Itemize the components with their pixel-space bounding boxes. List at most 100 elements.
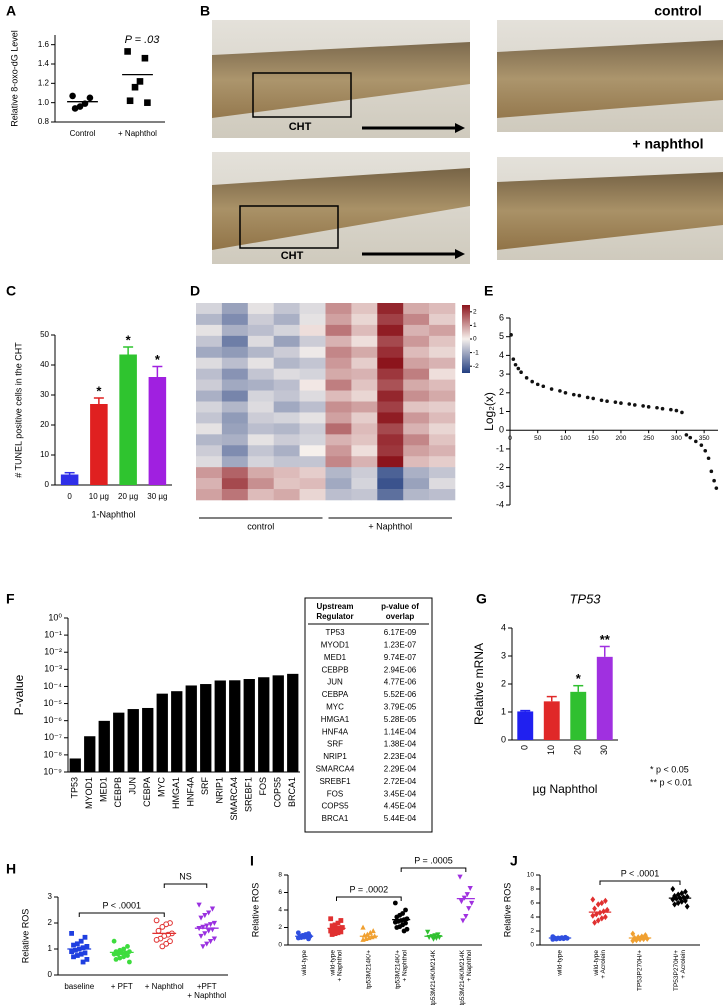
point [466, 906, 472, 912]
table-cell: 2.23E-04 [384, 752, 417, 761]
point [202, 913, 208, 919]
heat-cell [196, 401, 223, 413]
point [679, 890, 685, 897]
panel-label: H [6, 861, 16, 877]
y-tick-label: 10⁻¹ [44, 629, 62, 639]
heat-cell [403, 368, 430, 380]
x-tick-label: 250 [643, 435, 654, 442]
heat-cell [299, 313, 326, 326]
colorbar-label: 2 [473, 309, 477, 316]
bar [98, 720, 110, 772]
x-tick-label: baseline [64, 982, 94, 991]
heat-cell [325, 379, 352, 391]
point [198, 933, 204, 939]
heat-cell [247, 456, 274, 468]
heat-cell [221, 423, 249, 435]
table-cell: BRCA1 [322, 814, 349, 823]
point [144, 99, 151, 106]
heat-cell [351, 346, 378, 359]
table-cell: 2.29E-04 [384, 765, 417, 774]
heat-cell [247, 368, 274, 380]
point [599, 899, 605, 907]
point [163, 940, 170, 947]
x-tick-label: HNF4A [186, 777, 196, 807]
heat-cell [429, 346, 456, 359]
table-cell: 4.45E-04 [384, 802, 417, 811]
heat-cell [403, 478, 430, 490]
bar [200, 684, 212, 772]
point [590, 912, 596, 919]
heat-cell [325, 456, 352, 468]
x-tick-label: wild-type [593, 950, 600, 977]
bar [243, 679, 255, 772]
heat-cell [377, 368, 404, 380]
point [200, 944, 206, 950]
heat-cell [196, 324, 223, 337]
heat-cell [351, 423, 378, 435]
y-axis-label: Relative ROS [250, 883, 260, 938]
point [159, 924, 166, 930]
heat-cell [247, 390, 274, 402]
heat-cell [403, 401, 430, 413]
point [675, 899, 681, 907]
heat-cell [325, 467, 352, 479]
heat-cell [221, 303, 249, 315]
y-tick-label: 1 [499, 406, 504, 416]
point [80, 959, 86, 965]
y-tick-label: -2 [496, 462, 504, 472]
x-tick-label: + PFT [111, 982, 133, 991]
point [392, 919, 398, 925]
x-tick-label: + Acrolein [680, 950, 687, 979]
table-cell: SMARCA4 [316, 765, 355, 774]
point [613, 400, 618, 404]
x-tick-label: 10 [546, 745, 556, 755]
table-cell: CEBPA [322, 690, 349, 699]
point [69, 949, 74, 954]
y-tick-label: 10⁻⁸ [43, 749, 62, 759]
point [113, 957, 119, 962]
point [630, 937, 636, 944]
point [117, 955, 123, 961]
point [121, 946, 127, 952]
heat-cell [325, 313, 352, 326]
point [370, 928, 376, 934]
point [332, 931, 338, 937]
heat-cell [351, 379, 378, 391]
y-tick-label: 1.2 [38, 78, 50, 87]
heat-cell [273, 335, 300, 348]
point [76, 103, 84, 110]
heat-cell [325, 368, 352, 380]
heat-cell [325, 335, 352, 348]
heat-cell [403, 303, 430, 315]
point [592, 905, 597, 912]
y-axis-label: Relative ROS [502, 883, 512, 938]
heat-cell [299, 423, 326, 435]
point [571, 392, 576, 397]
x-tick-label: + Acrolein [600, 950, 607, 979]
point [401, 928, 407, 934]
heat-cell [221, 401, 249, 413]
y-tick-label: 5 [499, 331, 504, 341]
table-cell: 6.17E-09 [384, 628, 417, 637]
heat-cell [403, 423, 430, 435]
y-tick-label: 3 [499, 368, 504, 378]
point [335, 930, 341, 936]
x-tick-label: MYC [157, 777, 167, 798]
heat-cell [299, 368, 326, 380]
chart-title: TP53 [569, 591, 601, 606]
note: ** p < 0.01 [650, 777, 692, 787]
y-tick-label: 3 [48, 892, 53, 901]
point [82, 950, 88, 956]
y-tick-label: 6 [278, 889, 282, 896]
heat-cell [429, 379, 456, 391]
y-tick-label: 10⁻⁵ [44, 698, 63, 708]
table-header: p-value of [381, 602, 419, 611]
point [84, 944, 90, 949]
heat-cell [403, 313, 430, 326]
heat-cell [377, 445, 404, 457]
point [328, 916, 334, 922]
panel-label: J [510, 853, 518, 869]
panel-label: F [6, 591, 15, 607]
heat-cell [351, 445, 378, 457]
heat-cell [351, 467, 378, 479]
